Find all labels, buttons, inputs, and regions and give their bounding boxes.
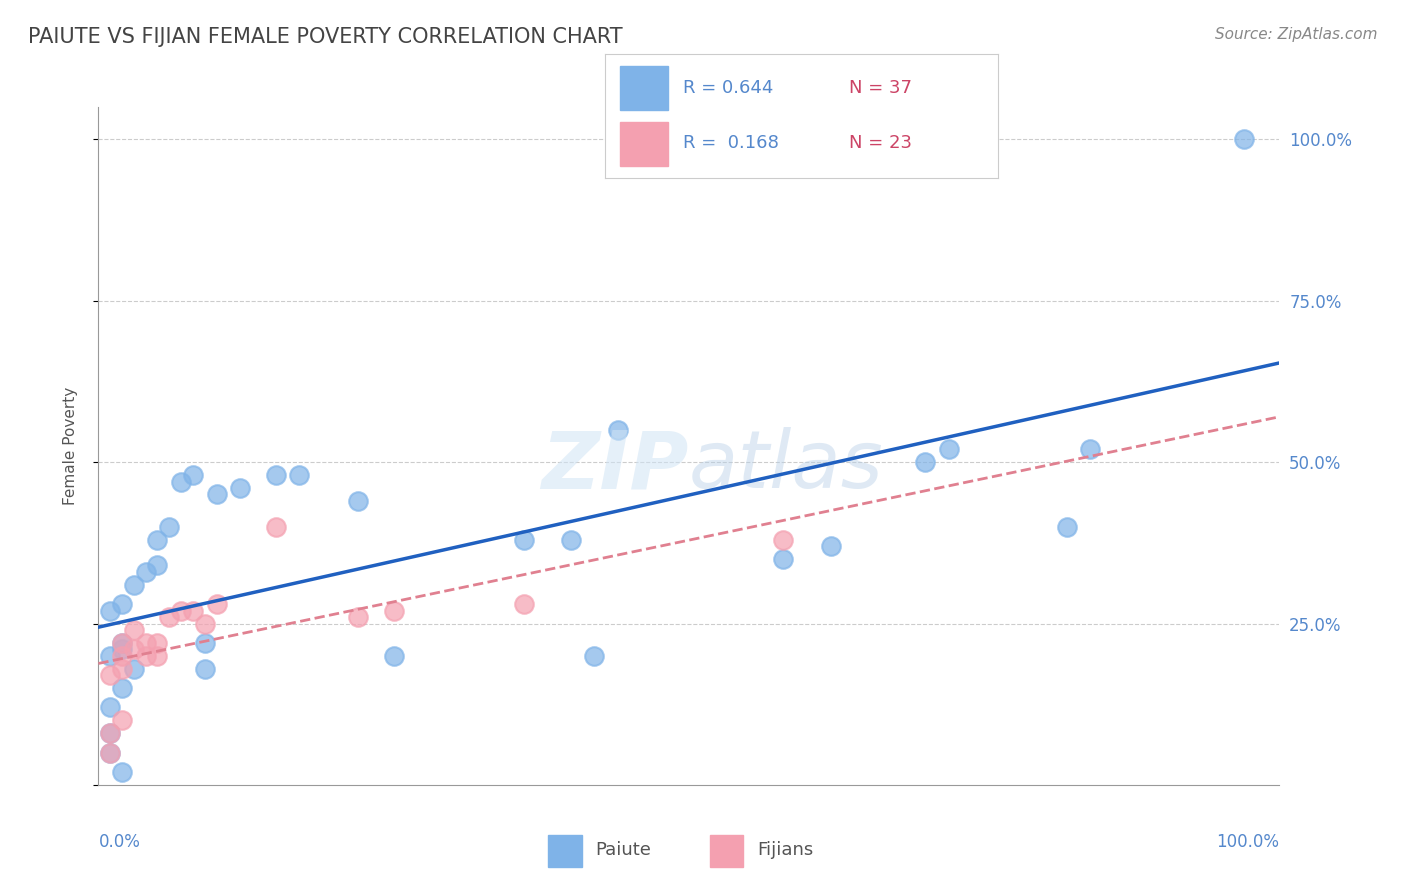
Point <box>111 636 134 650</box>
Point <box>146 533 169 547</box>
Text: Paiute: Paiute <box>595 840 651 859</box>
Text: R =  0.168: R = 0.168 <box>683 135 779 153</box>
Point <box>229 481 252 495</box>
Point <box>111 714 134 728</box>
Point <box>820 539 842 553</box>
FancyBboxPatch shape <box>710 835 744 867</box>
Point <box>264 519 287 533</box>
Point <box>170 475 193 489</box>
Point <box>560 533 582 547</box>
Point <box>382 604 405 618</box>
Point <box>111 642 134 657</box>
FancyBboxPatch shape <box>620 66 668 110</box>
Point <box>772 552 794 566</box>
Point <box>1233 132 1256 146</box>
Point <box>122 662 145 676</box>
Point <box>194 662 217 676</box>
Point <box>135 636 157 650</box>
Text: ZIP: ZIP <box>541 427 689 506</box>
Point <box>205 597 228 611</box>
Text: Source: ZipAtlas.com: Source: ZipAtlas.com <box>1215 27 1378 42</box>
Point <box>157 519 180 533</box>
Point <box>98 668 121 682</box>
Point <box>135 648 157 663</box>
Point <box>512 533 534 547</box>
Point <box>181 468 204 483</box>
Point <box>146 636 169 650</box>
Point <box>194 636 217 650</box>
Point <box>98 746 121 760</box>
Point <box>122 642 145 657</box>
Text: N = 37: N = 37 <box>849 79 911 97</box>
Point <box>98 604 121 618</box>
Text: R = 0.644: R = 0.644 <box>683 79 773 97</box>
Point <box>111 636 134 650</box>
Y-axis label: Female Poverty: Female Poverty <box>63 387 77 505</box>
Text: Fijians: Fijians <box>756 840 813 859</box>
Point <box>170 604 193 618</box>
Point <box>122 578 145 592</box>
Point <box>772 533 794 547</box>
Text: N = 23: N = 23 <box>849 135 911 153</box>
Point <box>111 597 134 611</box>
Point <box>194 616 217 631</box>
Point <box>382 648 405 663</box>
Text: PAIUTE VS FIJIAN FEMALE POVERTY CORRELATION CHART: PAIUTE VS FIJIAN FEMALE POVERTY CORRELAT… <box>28 27 623 46</box>
Point <box>583 648 606 663</box>
Point <box>146 648 169 663</box>
Text: 100.0%: 100.0% <box>1216 833 1279 851</box>
Point <box>98 726 121 740</box>
Point <box>98 700 121 714</box>
Point <box>111 681 134 695</box>
Point <box>157 610 180 624</box>
Point <box>347 610 370 624</box>
Point <box>347 494 370 508</box>
Text: 0.0%: 0.0% <box>98 833 141 851</box>
Point <box>938 442 960 457</box>
Point <box>914 455 936 469</box>
Point <box>288 468 311 483</box>
Point <box>512 597 534 611</box>
Point <box>264 468 287 483</box>
Point <box>98 648 121 663</box>
Point <box>181 604 204 618</box>
Point <box>135 565 157 579</box>
Point <box>1056 519 1078 533</box>
Point <box>98 726 121 740</box>
Point <box>111 648 134 663</box>
Point <box>111 662 134 676</box>
Point <box>607 423 630 437</box>
Point <box>111 765 134 780</box>
Point <box>146 558 169 573</box>
FancyBboxPatch shape <box>620 122 668 166</box>
Point <box>98 746 121 760</box>
Text: atlas: atlas <box>689 427 884 506</box>
FancyBboxPatch shape <box>548 835 582 867</box>
Point <box>205 487 228 501</box>
Point <box>1080 442 1102 457</box>
Point <box>122 623 145 637</box>
